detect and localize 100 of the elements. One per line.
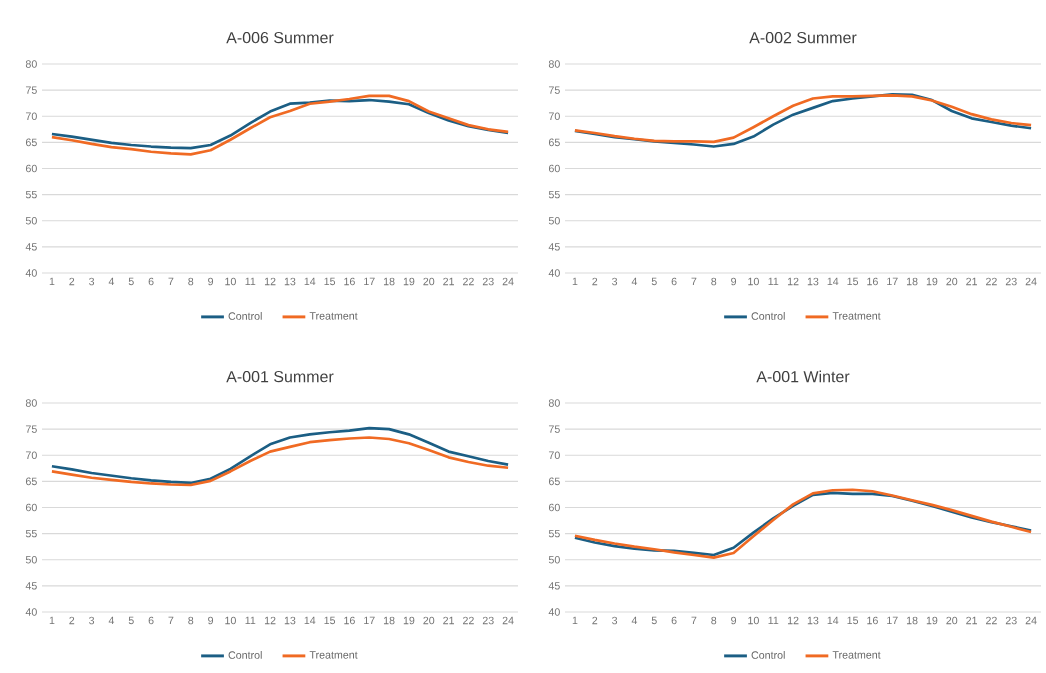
- x-tick-label: 1: [49, 277, 55, 286]
- x-tick-label: 23: [482, 277, 494, 286]
- y-tick-label: 80: [25, 399, 37, 407]
- x-tick-label: 21: [966, 277, 977, 286]
- x-tick-label: 2: [592, 616, 598, 625]
- x-tick-label: 5: [128, 277, 134, 286]
- y-tick-label: 60: [548, 164, 560, 173]
- x-tick-label: 22: [463, 277, 474, 286]
- x-tick-label: 12: [264, 616, 276, 625]
- y-tick-label: 40: [25, 608, 37, 616]
- x-tick-label: 7: [691, 616, 697, 625]
- y-tick-label: 55: [548, 529, 560, 538]
- x-tick-label: 18: [906, 277, 918, 286]
- x-tick-label: 16: [344, 277, 355, 286]
- x-tick-label: 17: [364, 616, 375, 625]
- x-tick-label: 5: [128, 616, 134, 625]
- y-tick-label: 40: [25, 269, 37, 277]
- x-tick-label: 17: [887, 616, 898, 625]
- x-tick-label: 17: [887, 277, 898, 286]
- legend-label: Treatment: [309, 312, 358, 320]
- y-tick-label: 60: [25, 164, 37, 173]
- x-tick-label: 24: [502, 277, 514, 286]
- x-tick-label: 12: [787, 277, 799, 286]
- x-tick-label: 22: [986, 616, 997, 625]
- x-tick-label: 9: [208, 616, 214, 625]
- x-tick-label: 23: [1005, 616, 1017, 625]
- x-tick-label: 2: [69, 277, 75, 286]
- y-tick-label: 50: [25, 555, 37, 564]
- y-tick-label: 40: [548, 608, 560, 616]
- x-tick-label: 19: [403, 616, 415, 625]
- x-tick-label: 16: [867, 277, 878, 286]
- x-tick-label: 15: [324, 277, 336, 286]
- y-tick-label: 65: [548, 477, 560, 486]
- y-tick-label: 80: [25, 60, 37, 68]
- x-tick-label: 1: [572, 277, 578, 286]
- x-tick-label: 21: [443, 616, 454, 625]
- x-tick-label: 4: [108, 616, 115, 625]
- x-tick-label: 10: [748, 277, 759, 286]
- chart-title: A-001 Winter: [756, 370, 850, 383]
- x-tick-label: 6: [671, 616, 677, 625]
- x-tick-label: 1: [572, 616, 578, 625]
- x-tick-label: 16: [344, 616, 355, 625]
- x-tick-label: 24: [502, 616, 514, 625]
- y-tick-label: 65: [25, 138, 37, 147]
- legend-label: Control: [751, 312, 785, 320]
- x-tick-label: 8: [188, 616, 194, 625]
- x-tick-label: 20: [423, 616, 435, 625]
- x-tick-label: 14: [304, 277, 316, 286]
- x-tick-label: 6: [148, 277, 154, 286]
- y-tick-label: 70: [548, 112, 560, 121]
- x-tick-label: 15: [847, 616, 859, 625]
- y-tick-label: 45: [25, 582, 37, 590]
- y-tick-label: 70: [25, 112, 37, 121]
- x-tick-label: 3: [612, 277, 618, 286]
- line-series: [50, 436, 510, 487]
- x-tick-label: 4: [631, 277, 638, 286]
- x-tick-label: 15: [324, 616, 336, 625]
- y-tick-label: 55: [25, 190, 37, 199]
- legend-label: Treatment: [832, 651, 881, 659]
- x-tick-label: 7: [691, 277, 697, 286]
- x-tick-label: 2: [69, 616, 75, 625]
- y-tick-label: 50: [25, 216, 37, 225]
- x-tick-label: 11: [768, 616, 779, 625]
- y-tick-label: 50: [548, 216, 560, 225]
- x-tick-label: 19: [403, 277, 415, 286]
- x-tick-label: 12: [264, 277, 276, 286]
- x-tick-label: 6: [148, 616, 154, 625]
- x-tick-label: 23: [1005, 277, 1017, 286]
- y-tick-label: 75: [25, 425, 37, 433]
- x-tick-label: 12: [787, 616, 799, 625]
- x-tick-label: 10: [225, 616, 236, 625]
- x-tick-label: 2: [592, 277, 598, 286]
- x-tick-label: 16: [867, 616, 878, 625]
- x-tick-label: 3: [89, 616, 95, 625]
- y-tick-label: 75: [548, 425, 560, 433]
- y-tick-label: 80: [548, 399, 560, 407]
- y-tick-label: 75: [25, 86, 37, 94]
- x-tick-label: 8: [711, 277, 717, 286]
- x-tick-label: 22: [986, 277, 997, 286]
- y-tick-label: 65: [25, 477, 37, 486]
- y-tick-label: 75: [548, 86, 560, 94]
- x-tick-label: 20: [946, 277, 958, 286]
- x-tick-label: 9: [731, 277, 737, 286]
- x-tick-label: 3: [612, 616, 618, 625]
- y-tick-label: 70: [548, 451, 560, 460]
- x-tick-label: 14: [827, 277, 839, 286]
- x-tick-label: 11: [768, 277, 779, 286]
- y-tick-label: 60: [25, 503, 37, 512]
- x-tick-label: 5: [651, 277, 657, 286]
- y-tick-label: 45: [25, 243, 37, 251]
- x-tick-label: 18: [906, 616, 918, 625]
- x-tick-label: 7: [168, 616, 174, 625]
- y-tick-label: 45: [548, 243, 560, 251]
- x-tick-label: 13: [807, 277, 819, 286]
- chart-title: A-001 Summer: [226, 370, 334, 383]
- x-tick-label: 17: [364, 277, 375, 286]
- x-tick-label: 7: [168, 277, 174, 286]
- legend-label: Control: [228, 651, 262, 659]
- x-tick-label: 19: [926, 616, 938, 625]
- y-tick-label: 45: [548, 582, 560, 590]
